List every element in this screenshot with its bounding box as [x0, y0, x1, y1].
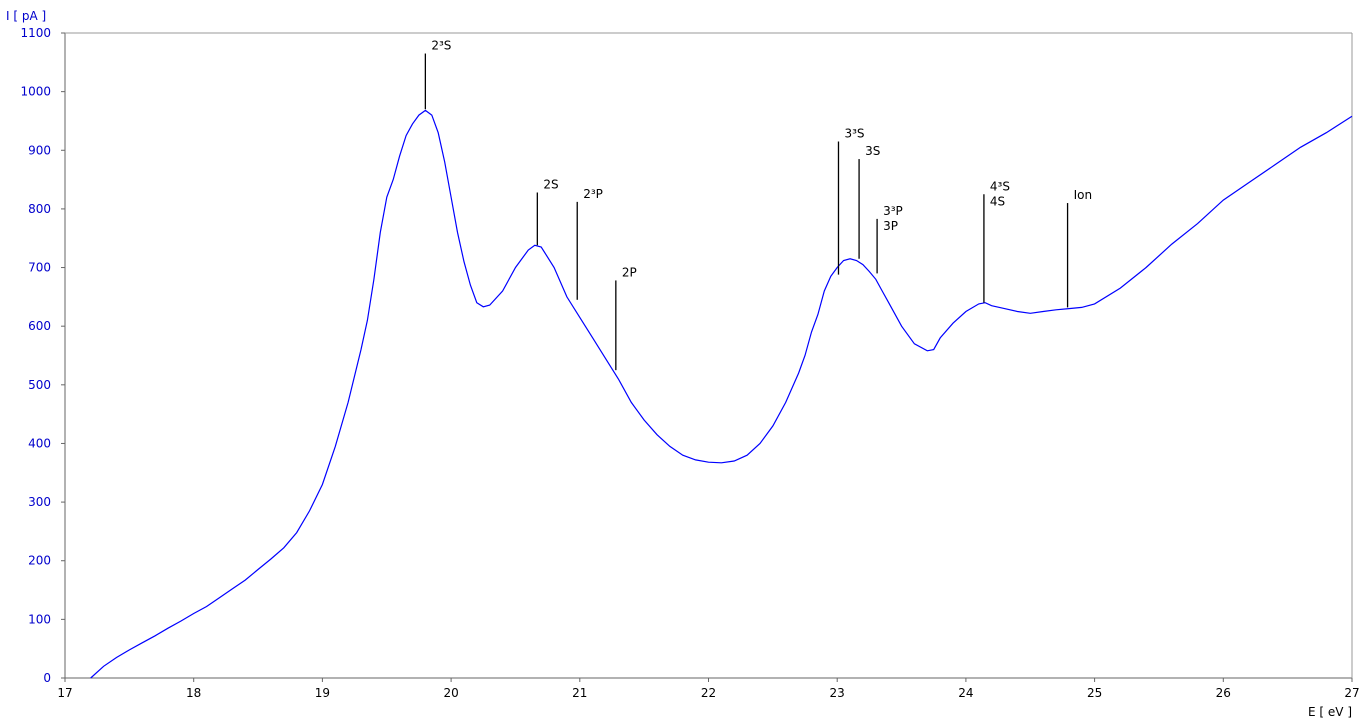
annotation-label: 3³P	[883, 204, 903, 218]
x-tick-label: 20	[443, 686, 458, 700]
y-tick-label: 500	[28, 378, 51, 392]
y-tick-label: 400	[28, 436, 51, 450]
y-tick-label: 200	[28, 554, 51, 568]
x-tick-label: 17	[57, 686, 72, 700]
x-axis-label: E [ eV ]	[1308, 705, 1352, 719]
y-tick-label: 600	[28, 319, 51, 333]
annotation-label: 3³S	[844, 126, 864, 140]
y-tick-label: 1000	[20, 85, 51, 99]
annotation-label: 2³P	[583, 187, 603, 201]
x-tick-label: 25	[1087, 686, 1102, 700]
y-tick-label: 900	[28, 143, 51, 157]
annotation-label: Ion	[1074, 188, 1093, 202]
annotation-label: 2³S	[431, 39, 451, 53]
annotation-label: 2S	[543, 177, 558, 191]
x-tick-label: 24	[958, 686, 973, 700]
x-tick-label: 26	[1216, 686, 1231, 700]
annotation-label: 3P	[883, 219, 898, 233]
series-line	[90, 109, 1353, 679]
y-axis-label: I [ pA ]	[6, 9, 46, 23]
annotation-label: 2P	[622, 265, 637, 279]
x-tick-label: 18	[186, 686, 201, 700]
x-tick-label: 19	[315, 686, 330, 700]
annotation-label: 4S	[990, 194, 1005, 208]
y-tick-label: 0	[43, 671, 51, 685]
y-ticks: 0 100 200 300 400 500 600 700 800 900 1000 1100	[20, 26, 65, 685]
x-ticks: 17 18 19 20 21 22 23 24 25 26 27	[57, 678, 1360, 700]
y-tick-label: 100	[28, 612, 51, 626]
y-tick-label: 300	[28, 495, 51, 509]
x-tick-label: 27	[1344, 686, 1359, 700]
x-tick-label: 23	[830, 686, 845, 700]
y-tick-label: 800	[28, 202, 51, 216]
annotation-label: 4³S	[990, 179, 1010, 193]
y-tick-label: 1100	[20, 26, 51, 40]
y-tick-label: 700	[28, 261, 51, 275]
x-tick-label: 21	[572, 686, 587, 700]
annotation-label: 3S	[865, 144, 880, 158]
x-tick-label: 22	[701, 686, 716, 700]
